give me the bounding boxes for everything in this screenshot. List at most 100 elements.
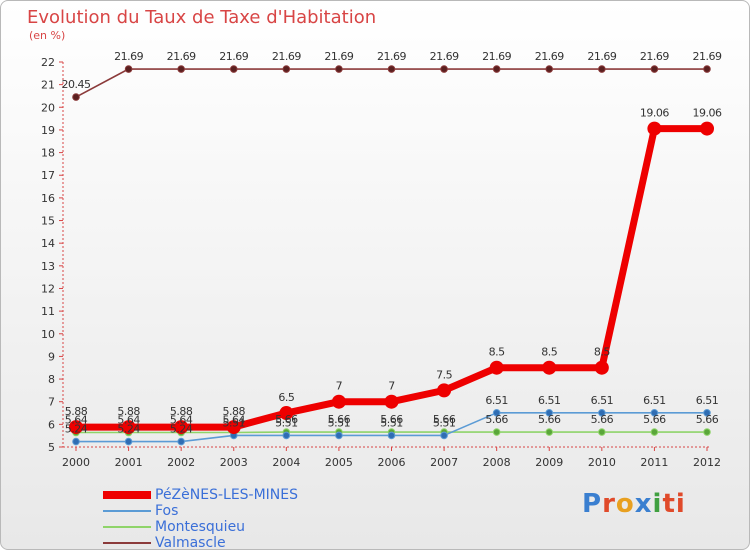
data-point: [492, 428, 501, 436]
data-point: [489, 360, 504, 375]
data-label: 5.66: [380, 413, 403, 426]
data-label: 6.51: [643, 394, 666, 407]
data-point: [384, 394, 399, 409]
data-point: [177, 65, 185, 73]
data-label: 5.66: [696, 413, 719, 426]
y-tick-label: 20: [41, 101, 55, 114]
y-tick-label: 11: [41, 305, 55, 318]
y-tick-label: 10: [41, 328, 55, 341]
y-tick-label: 21: [41, 79, 55, 92]
data-label: 5.64: [223, 414, 246, 427]
data-label: 21.69: [272, 50, 301, 63]
data-label: 5.66: [328, 413, 351, 426]
data-point: [229, 65, 238, 73]
data-point: [124, 437, 133, 446]
data-label: 21.69: [114, 50, 143, 63]
legend-swatch: [103, 526, 151, 528]
legend-label: Valmascle: [155, 535, 226, 550]
y-tick-label: 7: [48, 396, 55, 409]
data-point: [647, 121, 662, 136]
data-label: 21.69: [167, 50, 196, 63]
data-point: [492, 409, 501, 417]
data-label: 21.69: [324, 50, 353, 63]
data-label: 8.5: [489, 346, 505, 359]
legend-item[interactable]: Valmascle: [103, 535, 298, 550]
data-label: 5.64: [65, 414, 88, 427]
x-tick-label: 2006: [378, 456, 406, 469]
data-label: 21.69: [377, 50, 406, 63]
legend-label: PéZèNES-LES-MINES: [155, 487, 299, 503]
data-label: 21.69: [587, 50, 616, 63]
x-tick-label: 2012: [693, 456, 721, 469]
data-point: [545, 409, 554, 417]
data-point: [598, 428, 606, 436]
data-point: [69, 420, 83, 435]
y-tick-label: 9: [48, 350, 55, 363]
legend-swatch: [103, 510, 151, 512]
data-label: 5.24: [170, 423, 193, 436]
data-label: 8.5: [541, 346, 557, 359]
legend-item[interactable]: PéZèNES-LES-MINES: [103, 487, 298, 503]
data-label: 6.51: [538, 394, 561, 407]
data-label: 5.66: [433, 413, 456, 426]
data-point: [700, 121, 714, 136]
data-label: 5.88: [65, 405, 88, 418]
y-tick-label: 8: [48, 373, 55, 386]
y-tick-label: 18: [41, 147, 55, 160]
data-point: [282, 65, 291, 73]
data-point: [279, 406, 294, 421]
data-point: [72, 437, 80, 446]
y-tick-label: 17: [41, 169, 55, 182]
data-label: 7: [336, 380, 343, 393]
data-label: 21.69: [482, 50, 511, 63]
y-tick-label: 22: [41, 56, 55, 69]
data-point: [703, 409, 711, 417]
data-label: 5.66: [591, 413, 614, 426]
x-tick-label: 2000: [62, 456, 90, 469]
data-label: 19.06: [640, 107, 669, 120]
data-label: 21.69: [430, 50, 459, 63]
x-tick-label: 2010: [588, 456, 616, 469]
chart-title: Evolution du Taux de Taxe d'Habitation: [27, 7, 377, 28]
x-tick-label: 2005: [325, 456, 353, 469]
data-label: 6.5: [278, 391, 294, 404]
data-point: [177, 437, 185, 446]
data-point: [282, 431, 291, 440]
proxiti-logo: Proxiti: [582, 489, 686, 519]
x-tick-label: 2011: [640, 456, 668, 469]
data-label: 5.88: [117, 405, 140, 418]
legend-item[interactable]: Montesquieu: [103, 519, 298, 535]
data-label: 5.66: [275, 413, 298, 426]
data-point: [594, 360, 609, 375]
data-label: 21.69: [535, 50, 564, 63]
data-point: [387, 431, 396, 440]
y-tick-label: 13: [41, 260, 55, 273]
data-label: 5.24: [117, 423, 140, 436]
data-point: [331, 394, 346, 409]
data-point: [650, 409, 659, 417]
legend-label: Montesquieu: [155, 519, 246, 535]
x-tick-label: 2001: [115, 456, 143, 469]
data-label: 21.69: [693, 50, 722, 63]
legend-swatch: [103, 491, 151, 499]
data-point: [335, 431, 343, 440]
y-tick-label: 6: [48, 418, 55, 431]
data-point: [440, 65, 448, 73]
data-label: 21.69: [219, 50, 248, 63]
y-tick-label: 15: [41, 215, 55, 228]
data-point: [650, 65, 659, 73]
series-labels: 20.45 21.69 21.69 21.69 21.69 21.69 21.69 21.69…: [62, 50, 723, 436]
data-label: 5.51: [275, 416, 298, 429]
legend-item[interactable]: Fos: [103, 503, 298, 519]
x-tick-label: 2004: [272, 456, 300, 469]
legend: PéZèNES-LES-MINES Fos Montesquieu Valmas…: [103, 487, 298, 550]
data-point: [440, 431, 448, 440]
data-point: [437, 383, 452, 398]
data-label: 5.88: [223, 405, 246, 418]
data-label: 6.51: [696, 394, 719, 407]
data-point: [226, 420, 241, 435]
series-points: [69, 65, 714, 446]
data-label: 5.51: [328, 416, 351, 429]
data-point: [703, 428, 711, 436]
